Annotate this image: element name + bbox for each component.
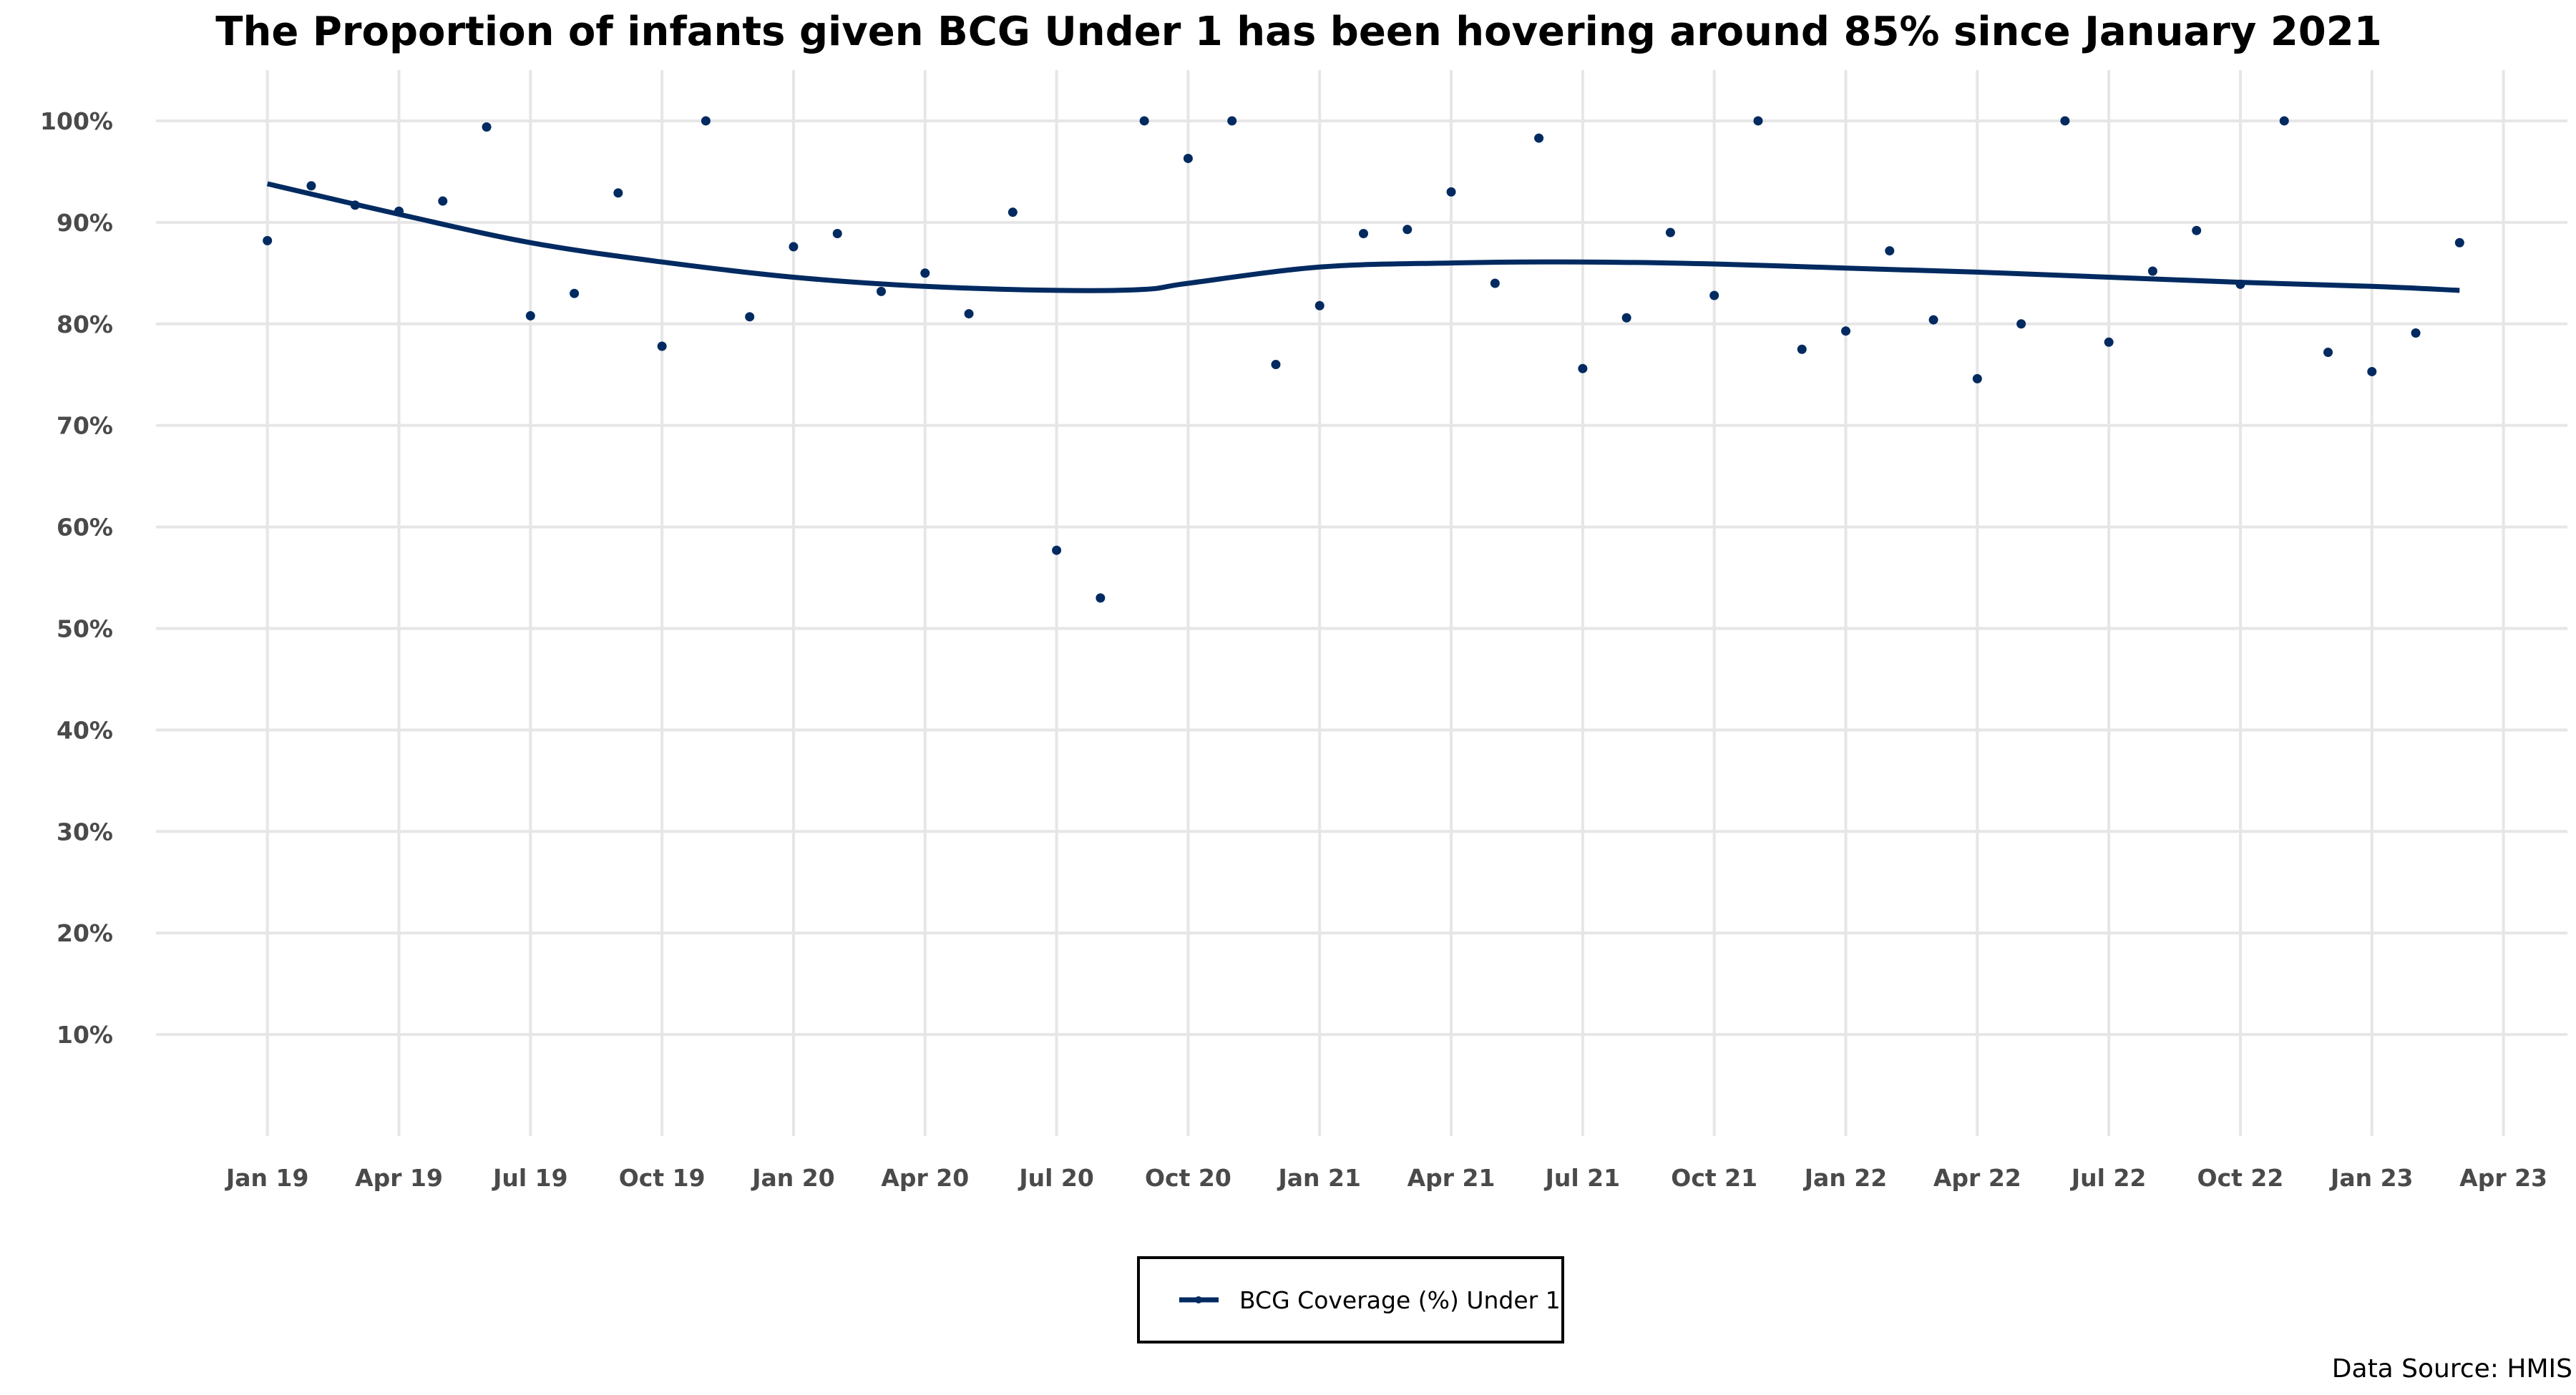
y-tick-label: 60%: [57, 514, 113, 542]
data-point: [701, 116, 711, 126]
data-point: [306, 181, 316, 191]
data-point: [657, 341, 667, 351]
data-source-note: Data Source: HMIS: [2332, 1354, 2572, 1384]
data-point: [2279, 116, 2289, 126]
data-point: [745, 312, 755, 322]
y-tick-label: 70%: [57, 412, 113, 440]
y-tick-label: 50%: [57, 615, 113, 642]
data-point: [1490, 278, 1500, 288]
data-point: [2454, 238, 2464, 248]
data-points: [263, 116, 2464, 603]
data-point: [920, 268, 930, 278]
x-tick-label: Jan 21: [1277, 1164, 1361, 1192]
x-tick-label: Apr 22: [1933, 1164, 2021, 1192]
data-point: [570, 288, 580, 298]
data-point: [2147, 266, 2157, 276]
x-tick-label: Jul 19: [492, 1164, 568, 1192]
data-point: [263, 235, 273, 245]
x-tick-label: Jan 20: [751, 1164, 834, 1192]
data-point: [1665, 227, 1675, 238]
data-point: [1402, 225, 1413, 235]
data-point: [832, 228, 842, 238]
y-tick-label: 10%: [57, 1021, 113, 1049]
data-point: [2016, 319, 2026, 329]
data-point: [2235, 279, 2245, 289]
data-point: [964, 309, 974, 319]
data-point: [877, 286, 887, 296]
data-point: [1534, 133, 1544, 143]
x-tick-label: Apr 23: [2459, 1164, 2547, 1192]
data-point: [1841, 326, 1851, 336]
trend-line: [266, 181, 2460, 293]
x-tick-label: Oct 22: [2197, 1164, 2284, 1192]
legend-label: BCG Coverage (%) Under 1: [1239, 1286, 1561, 1314]
data-point: [1621, 313, 1631, 323]
data-point: [1096, 593, 1106, 603]
data-point: [1446, 187, 1456, 197]
legend: BCG Coverage (%) Under 1: [1137, 1256, 1564, 1343]
chart-title: The Proportion of infants given BCG Unde…: [215, 9, 2381, 55]
x-tick-label: Jul 22: [2070, 1164, 2147, 1192]
x-tick-label: Jan 19: [225, 1164, 308, 1192]
data-point: [2060, 116, 2070, 126]
data-point: [1314, 300, 1324, 310]
data-point: [1928, 315, 1938, 325]
data-point: [1972, 373, 1982, 383]
x-tick-label: Apr 21: [1407, 1164, 1496, 1192]
x-tick-label: Apr 19: [355, 1164, 443, 1192]
data-point: [525, 310, 535, 320]
data-point: [1052, 545, 1062, 555]
data-point: [1183, 153, 1193, 163]
x-tick-label: Oct 20: [1145, 1164, 1231, 1192]
data-point: [1139, 116, 1149, 126]
y-tick-label: 90%: [57, 209, 113, 237]
data-point: [1578, 363, 1588, 373]
y-tick-label: 80%: [57, 310, 113, 338]
data-point: [613, 188, 623, 198]
data-point: [438, 196, 448, 206]
y-axis: 10% 20% 30% 40% 50% 60% 70% 80% 90% 100%: [40, 107, 113, 1049]
legend-point-swatch: [1195, 1296, 1202, 1303]
y-tick-label: 20%: [57, 919, 113, 947]
x-tick-label: Jan 23: [2329, 1164, 2413, 1192]
data-point: [1271, 360, 1281, 370]
x-axis: Jan 19 Apr 19 Jul 19 Oct 19 Jan 20 Apr 20 Jul …: [225, 1164, 2547, 1192]
data-point: [2367, 366, 2377, 376]
x-tick-label: Oct 21: [1671, 1164, 1757, 1192]
data-point: [1227, 116, 1237, 126]
data-point: [1753, 116, 1763, 126]
data-point: [1885, 246, 1895, 256]
data-point: [394, 206, 404, 216]
data-point: [2411, 328, 2421, 338]
data-point: [2104, 337, 2114, 347]
y-tick-label: 30%: [57, 818, 113, 846]
grid: [156, 70, 2567, 1136]
x-tick-label: Jan 22: [1803, 1164, 1887, 1192]
y-tick-label: 40%: [57, 716, 113, 744]
data-point: [1709, 290, 1719, 300]
x-tick-label: Jul 21: [1544, 1164, 1621, 1192]
data-point: [2192, 225, 2202, 235]
y-tick-label: 100%: [40, 107, 113, 135]
data-point: [789, 242, 799, 252]
data-point: [2323, 347, 2333, 357]
data-point: [350, 200, 360, 210]
data-point: [1797, 344, 1807, 354]
x-tick-label: Apr 20: [881, 1164, 969, 1192]
data-point: [482, 122, 492, 132]
x-tick-label: Oct 19: [619, 1164, 706, 1192]
data-point: [1008, 207, 1018, 217]
x-tick-label: Jul 20: [1018, 1164, 1094, 1192]
data-point: [1359, 228, 1369, 238]
